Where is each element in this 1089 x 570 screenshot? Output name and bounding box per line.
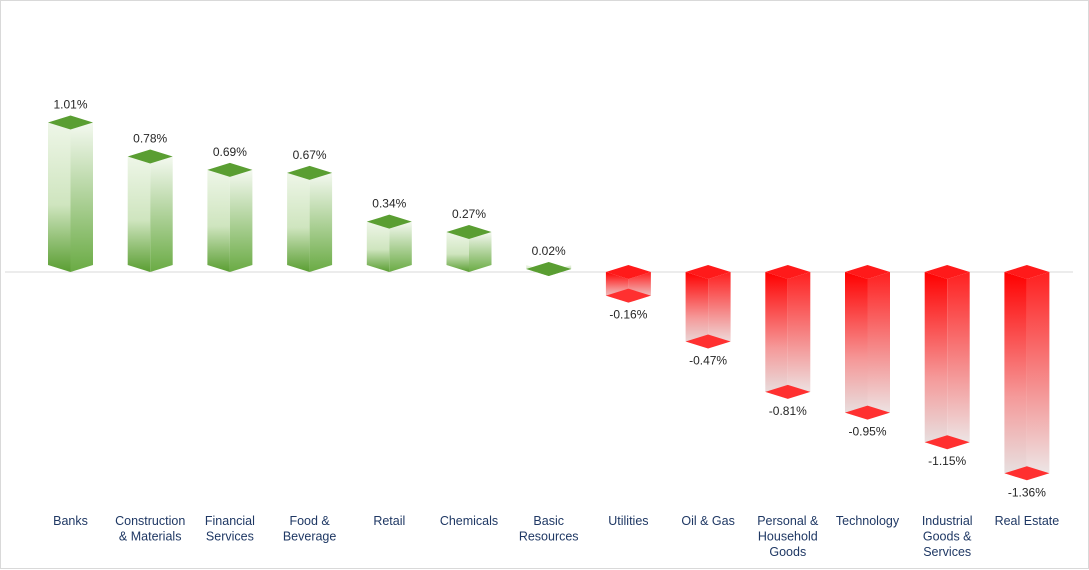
value-label-10: -0.81% <box>769 404 807 418</box>
value-label-1: 1.01% <box>53 98 87 112</box>
bar-13 <box>1004 265 1050 481</box>
category-label-6: Chemicals <box>440 514 498 528</box>
category-label-9: Oil & Gas <box>681 514 735 528</box>
bar-11 <box>845 265 890 420</box>
category-label-13: Real Estate <box>995 514 1060 528</box>
bar-4 <box>287 165 333 272</box>
bar-3 <box>207 162 253 272</box>
category-label-2: Construction & Materials <box>115 514 185 544</box>
category-label-12: Industrial Goods & Services <box>922 514 973 559</box>
value-label-7: 0.02% <box>532 244 566 258</box>
value-label-11: -0.95% <box>848 425 886 439</box>
value-label-8: -0.16% <box>609 308 647 322</box>
bar-8 <box>605 265 651 303</box>
value-label-9: -0.47% <box>689 354 727 368</box>
category-label-11: Technology <box>836 514 900 528</box>
category-label-1: Banks <box>53 514 88 528</box>
category-label-3: Financial Services <box>205 514 255 544</box>
bar-9 <box>685 265 731 349</box>
value-label-5: 0.34% <box>372 197 406 211</box>
bar-12 <box>924 265 970 450</box>
bar-5 <box>366 214 412 272</box>
bar-1 <box>48 115 93 273</box>
value-label-3: 0.69% <box>213 145 247 159</box>
category-label-5: Retail <box>373 514 405 528</box>
value-label-4: 0.67% <box>293 148 327 162</box>
bar-2 <box>127 149 173 272</box>
value-label-13: -1.36% <box>1008 485 1046 499</box>
value-label-2: 0.78% <box>133 132 167 146</box>
category-label-4: Food & Beverage <box>283 514 337 544</box>
value-label-12: -1.15% <box>928 454 966 468</box>
category-label-7: Basic Resources <box>519 514 579 544</box>
bar-6 <box>446 225 492 272</box>
value-label-6: 0.27% <box>452 207 486 221</box>
bar-10 <box>765 265 811 399</box>
category-label-8: Utilities <box>608 514 648 528</box>
category-label-10: Personal & Household Goods <box>757 514 819 559</box>
bar-7 <box>526 262 572 277</box>
